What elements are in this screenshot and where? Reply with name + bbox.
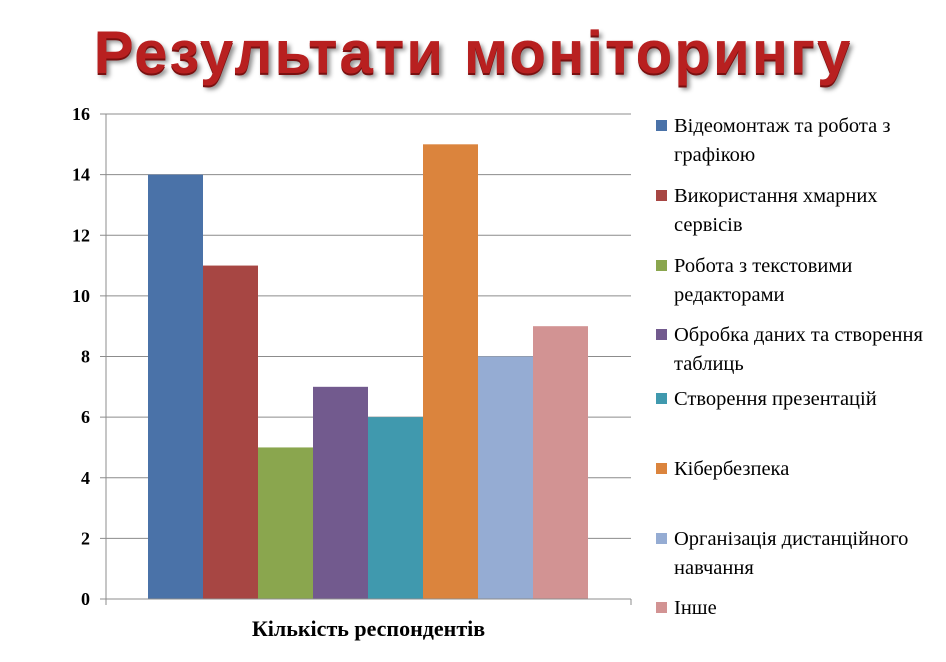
legend-label: Обробка даних та створення таблиць — [674, 324, 923, 375]
x-axis-title: Кількість респондентів — [251, 616, 486, 641]
bar — [203, 265, 258, 599]
y-tick-label: 4 — [81, 468, 90, 488]
y-tick-label: 14 — [72, 165, 90, 185]
slide-title: Результати моніторингу — [93, 19, 853, 86]
legend-swatch — [656, 260, 667, 271]
legend-label: Кібербезпека — [674, 458, 790, 480]
y-tick-label: 10 — [72, 286, 90, 306]
legend-swatch — [656, 533, 667, 544]
legend-label: Інше — [674, 597, 717, 619]
bar — [148, 174, 203, 599]
y-tick-labels: 0 2 4 6 8 10 12 14 16 — [72, 104, 90, 609]
y-tick-label: 12 — [72, 225, 90, 245]
y-tick-label: 16 — [72, 104, 90, 124]
legend-label: Відеомонтаж та робота з графікою — [674, 115, 891, 166]
bar — [478, 356, 533, 599]
legend-label: Робота з текстовими редакторами — [674, 255, 853, 306]
legend-label: Створення презентацій — [674, 388, 877, 410]
legend-label: Організація дистанційного навчання — [674, 528, 909, 579]
y-tick-label: 6 — [81, 407, 90, 427]
y-tick-label: 2 — [81, 528, 90, 548]
legend-swatch — [656, 329, 667, 340]
legend-label: Використання хмарних сервісів — [674, 185, 878, 236]
y-tick-label: 8 — [81, 347, 90, 367]
bar — [368, 417, 423, 599]
bars — [148, 144, 588, 599]
legend-swatch — [656, 190, 667, 201]
legend-swatch — [656, 602, 667, 613]
bar — [258, 447, 313, 599]
legend-swatch — [656, 463, 667, 474]
axes — [100, 113, 632, 605]
bar — [533, 326, 588, 599]
legend-swatch — [656, 120, 667, 131]
legend-swatch — [656, 393, 667, 404]
bar — [313, 386, 368, 599]
bar — [423, 144, 478, 599]
y-tick-label: 0 — [81, 589, 90, 609]
